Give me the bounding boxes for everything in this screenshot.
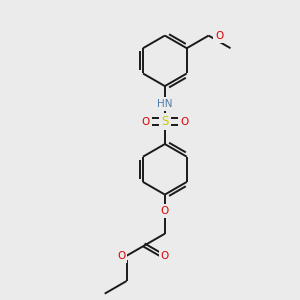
Text: O: O (160, 251, 169, 261)
Text: HN: HN (157, 99, 172, 109)
Text: O: O (117, 251, 125, 261)
Text: O: O (161, 206, 169, 216)
Text: O: O (180, 117, 188, 127)
Text: O: O (141, 117, 150, 127)
Text: S: S (161, 115, 169, 128)
Text: O: O (215, 31, 223, 40)
